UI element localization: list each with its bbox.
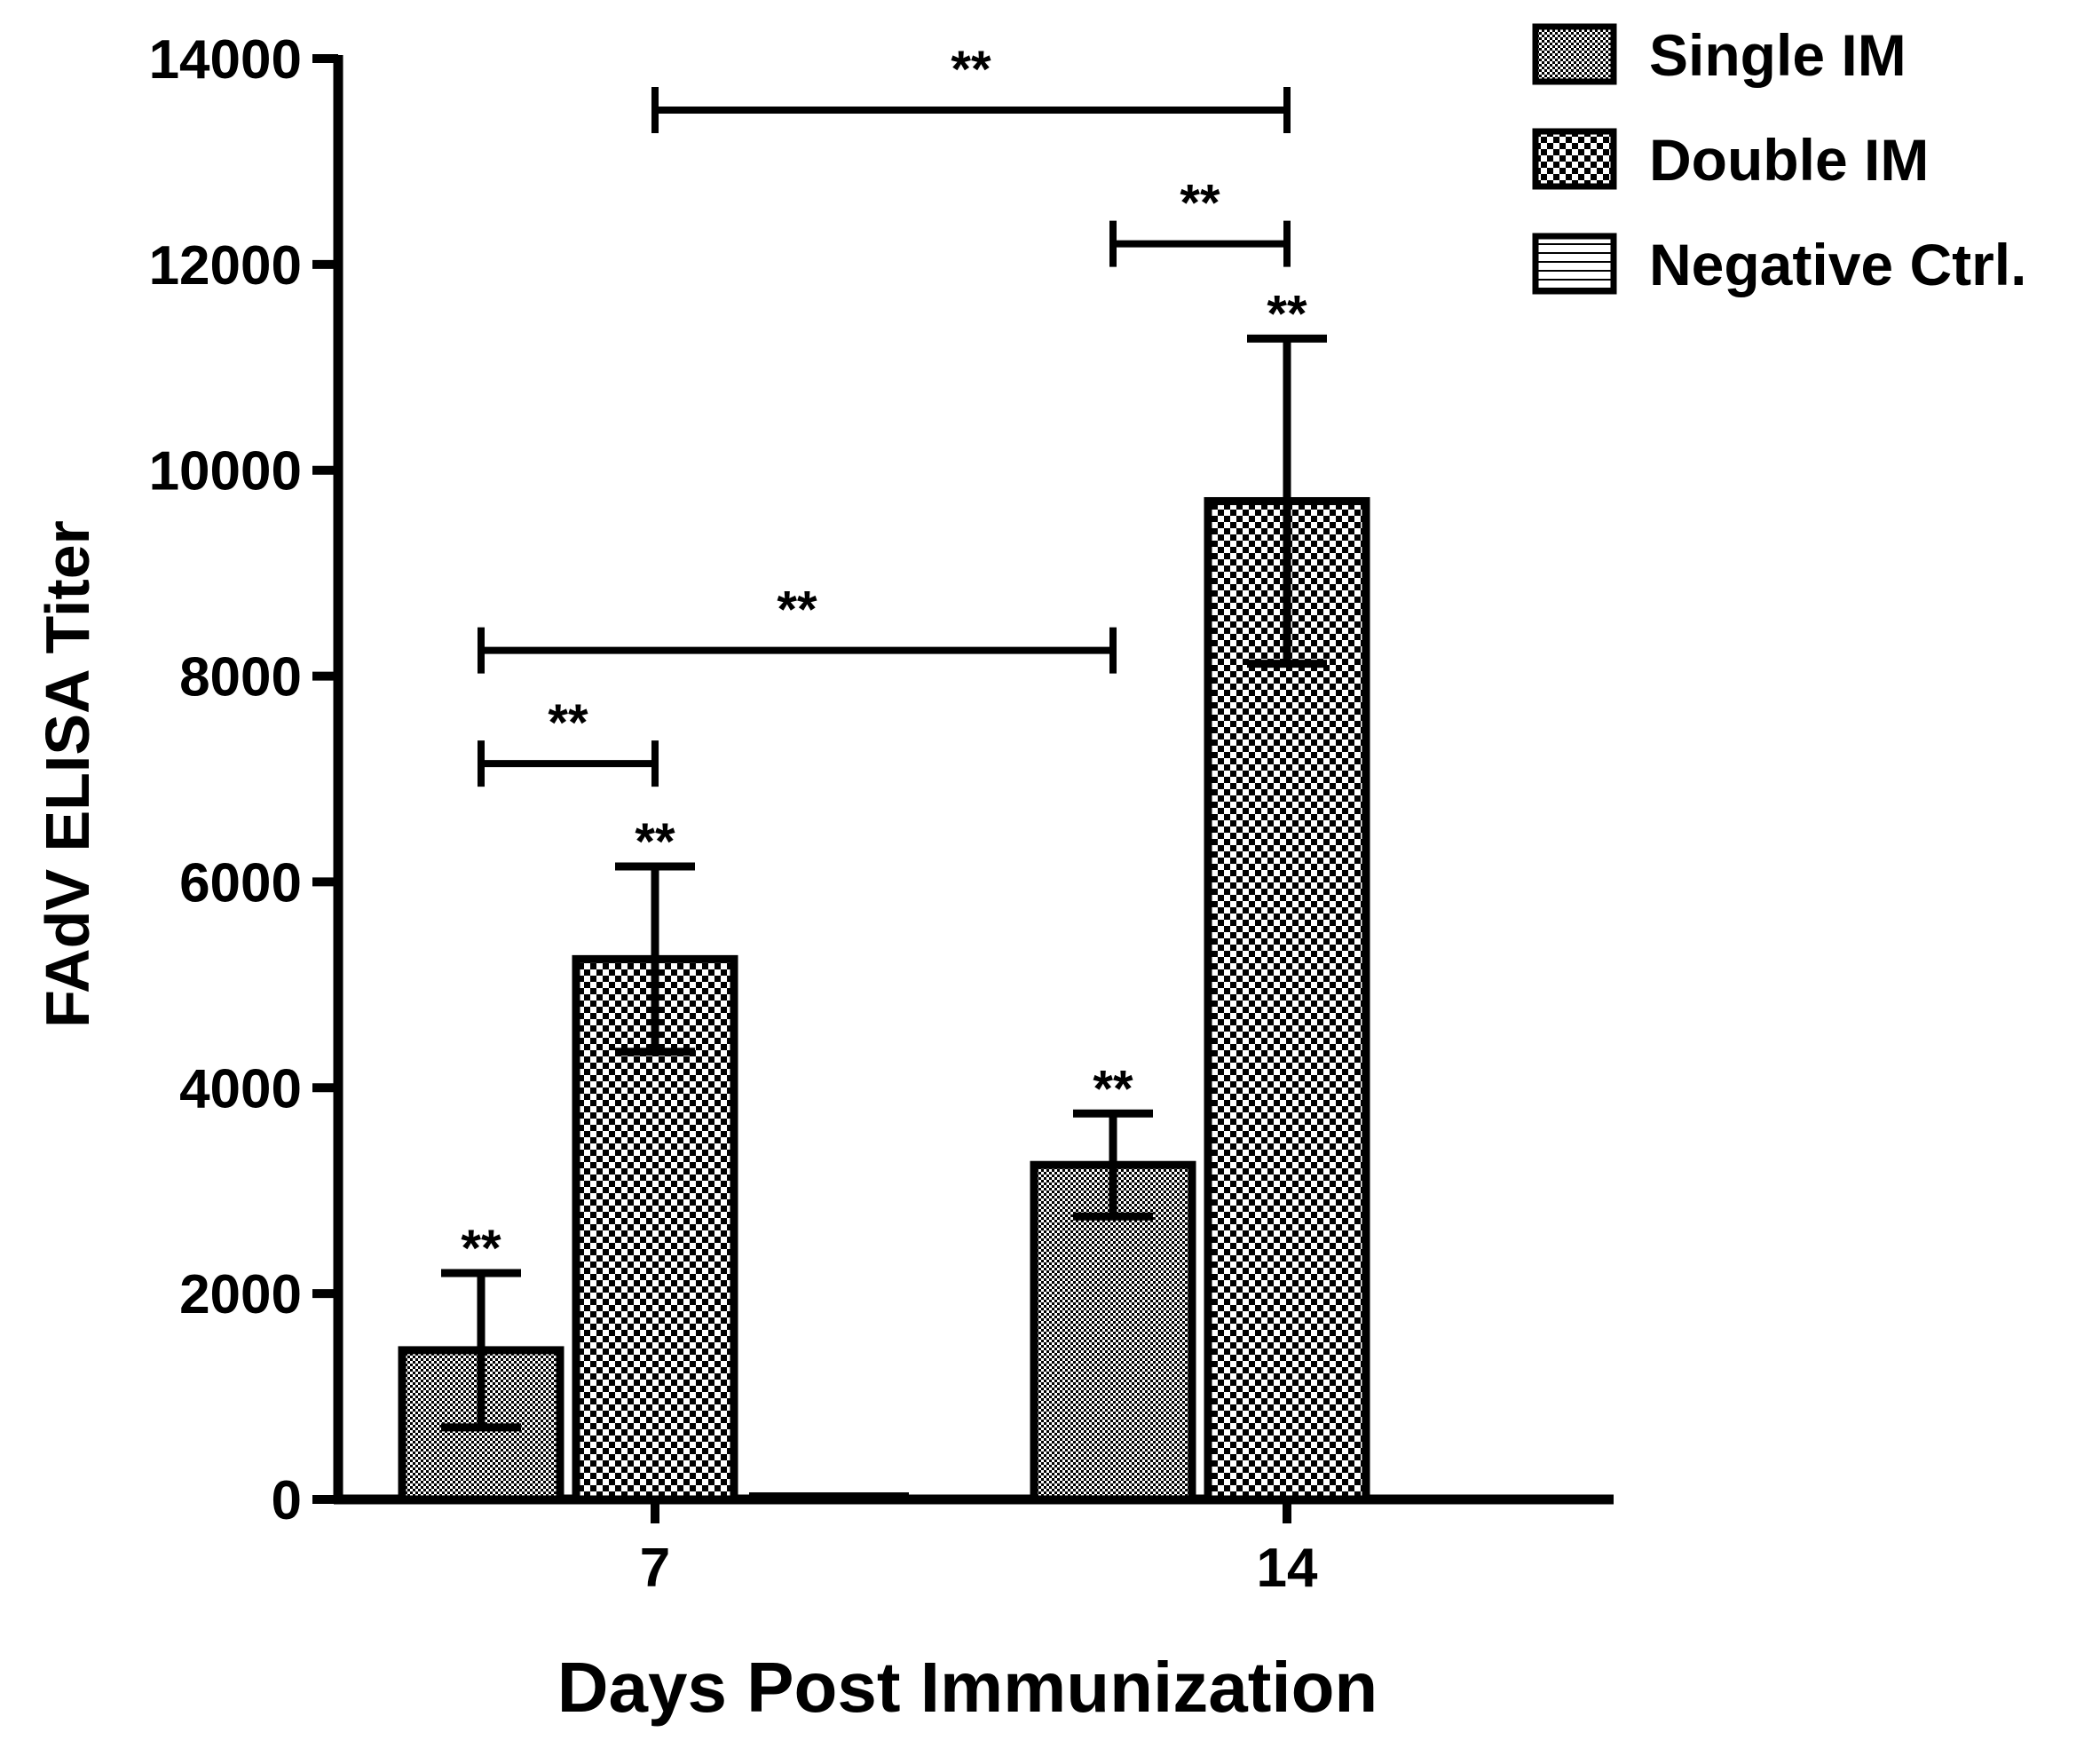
significance-mark: ** — [461, 1220, 501, 1277]
significance-bracket: ** — [651, 41, 1291, 133]
y-tick-label: 14000 — [149, 29, 302, 91]
legend-item: Double IM — [1532, 127, 1929, 193]
y-tick-label: 4000 — [179, 1058, 302, 1119]
significance-bracket: ** — [478, 694, 659, 787]
y-axis-label: FAdV ELISA Titer — [33, 520, 102, 1028]
x-tick-label: 14 — [1257, 1538, 1318, 1599]
legend-label: Negative Ctrl. — [1649, 232, 2026, 297]
legend-item: Single IM — [1532, 22, 1907, 88]
significance-bracket: ** — [478, 581, 1117, 674]
bracket-label: ** — [951, 41, 991, 99]
y-tick-label: 10000 — [149, 441, 302, 502]
legend-swatch — [1532, 128, 1617, 190]
y-tick-label: 12000 — [149, 235, 302, 297]
bracket-label: ** — [548, 694, 588, 752]
error-bars — [441, 334, 1327, 1432]
bar — [1381, 1496, 1541, 1500]
legend-item: Negative Ctrl. — [1532, 232, 2026, 297]
x-tick-label: 7 — [640, 1538, 670, 1599]
y-tick-label: 6000 — [179, 852, 302, 914]
significance-marks: ** ** ** ** — [461, 285, 1307, 1277]
y-ticks: 0 2000 4000 6000 8000 10000 12000 14000 — [149, 29, 338, 1531]
legend-label: Double IM — [1649, 127, 1929, 193]
significance-mark: ** — [1267, 285, 1307, 343]
significance-bracket: ** — [1109, 175, 1291, 267]
y-tick-label: 8000 — [179, 647, 302, 708]
significance-mark: ** — [635, 813, 675, 871]
bar — [749, 1492, 909, 1501]
x-axis: 7 14 Days Post Immunization — [334, 1494, 1614, 1727]
legend-label: Single IM — [1649, 22, 1907, 88]
legend-swatch — [1532, 233, 1617, 295]
y-tick-label: 0 — [272, 1470, 302, 1531]
significance-mark: ** — [1093, 1060, 1133, 1118]
legend: Single IM Double IM Negative Ctrl. — [1532, 22, 2026, 297]
legend-swatch — [1532, 23, 1617, 85]
significance-brackets: ** ** ** ** — [478, 41, 1291, 787]
y-axis: 0 2000 4000 6000 8000 10000 12000 14000 FAdV EL… — [33, 29, 343, 1531]
x-axis-label: Days Post Immunization — [557, 1648, 1378, 1727]
y-tick-label: 2000 — [179, 1264, 302, 1325]
bracket-label: ** — [1180, 175, 1220, 233]
bracket-label: ** — [777, 581, 817, 639]
x-ticks: 7 14 — [640, 1499, 1318, 1599]
